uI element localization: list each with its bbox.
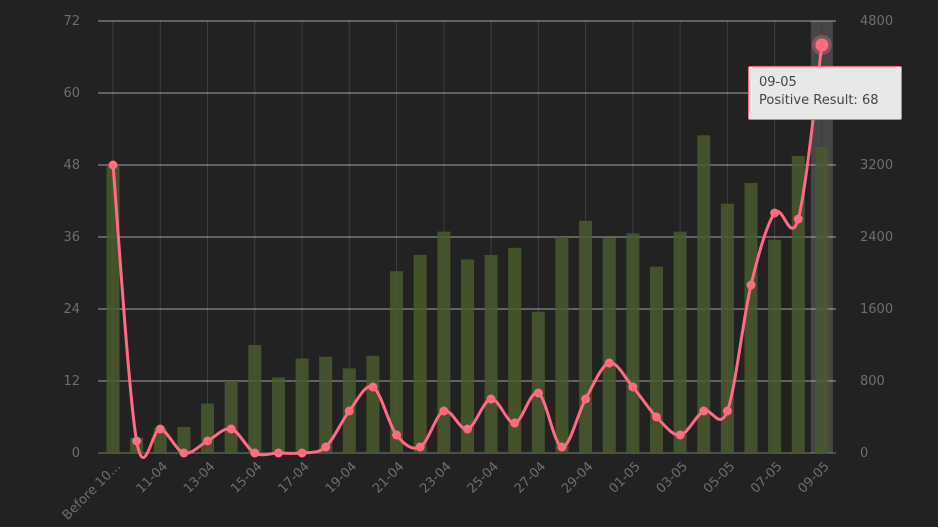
- x-tick-label: 23-04: [417, 459, 454, 496]
- bar: [531, 311, 545, 453]
- y-left-tick-label: 72: [63, 14, 80, 29]
- data-point: [557, 442, 567, 452]
- data-point: [462, 424, 472, 434]
- data-point: [108, 160, 118, 170]
- bar: [720, 203, 734, 453]
- data-point: [155, 424, 165, 434]
- y-left-tick-label: 36: [63, 230, 80, 245]
- data-point: [533, 388, 543, 398]
- bar: [626, 233, 640, 453]
- x-tick-label: 13-04: [181, 459, 218, 496]
- data-point: [510, 418, 520, 428]
- data-point: [628, 382, 638, 392]
- bar: [508, 247, 522, 453]
- bar: [815, 147, 829, 453]
- data-point: [651, 412, 661, 422]
- y-right-tick-label: 3200: [860, 158, 893, 173]
- data-point: [250, 448, 260, 458]
- data-point: [486, 394, 496, 404]
- data-point: [132, 436, 142, 446]
- data-point: [203, 436, 213, 446]
- tooltip-title: 09-05: [759, 75, 797, 90]
- bar: [768, 239, 782, 453]
- bar: [319, 356, 333, 453]
- bar: [437, 231, 451, 453]
- bar: [791, 156, 805, 453]
- bar: [295, 358, 309, 453]
- bar: [366, 355, 380, 453]
- y-right-tick-label: 4800: [860, 14, 893, 29]
- y-left-tick-label: 48: [63, 158, 80, 173]
- x-tick-label: 05-05: [701, 459, 738, 496]
- data-point: [273, 448, 283, 458]
- bar: [106, 165, 120, 453]
- data-point: [581, 394, 591, 404]
- data-point: [770, 208, 780, 218]
- data-point-highlighted: [815, 38, 829, 52]
- bar: [177, 426, 191, 453]
- data-point: [368, 382, 378, 392]
- data-point: [604, 358, 614, 368]
- bar: [579, 220, 593, 453]
- x-tick-label: 27-04: [512, 459, 549, 496]
- data-point: [344, 406, 354, 416]
- x-tick-label: 11-04: [134, 459, 171, 496]
- chart-tooltip: 09-05 Positive Result: 68: [748, 66, 902, 120]
- y-left-tick-label: 24: [63, 302, 80, 317]
- x-tick-label: 07-05: [748, 459, 785, 496]
- x-tick-label: 03-05: [654, 459, 691, 496]
- bar: [271, 377, 285, 453]
- bar: [649, 266, 663, 453]
- x-tick-label: 01-05: [606, 459, 643, 496]
- data-point: [675, 430, 685, 440]
- tooltip-value: 68: [861, 93, 879, 108]
- bar: [555, 237, 569, 453]
- data-point: [179, 448, 189, 458]
- data-point: [439, 406, 449, 416]
- bar: [460, 259, 474, 453]
- y-right-tick-label: 2400: [860, 230, 893, 245]
- x-tick-label: 25-04: [465, 459, 502, 496]
- data-point: [722, 406, 732, 416]
- data-point: [392, 430, 402, 440]
- data-point: [321, 442, 331, 452]
- y-left-tick-label: 0: [72, 446, 80, 461]
- y-right-tick-label: 0: [860, 446, 868, 461]
- data-point: [746, 280, 756, 290]
- bar: [673, 231, 687, 453]
- bar: [602, 237, 616, 453]
- bar: [413, 255, 427, 453]
- bar: [744, 183, 758, 453]
- bar: [484, 255, 498, 453]
- data-point: [699, 406, 709, 416]
- y-left-tick-label: 12: [63, 374, 80, 389]
- bar: [390, 271, 404, 453]
- bar: [224, 381, 238, 453]
- y-right-tick-label: 800: [860, 374, 885, 389]
- data-point: [793, 214, 803, 224]
- bar: [697, 135, 711, 454]
- x-tick-label: 19-04: [323, 459, 360, 496]
- x-tick-label: 15-04: [228, 459, 265, 496]
- data-point: [415, 442, 425, 452]
- x-tick-label: Before 10...: [60, 459, 124, 523]
- x-tick-label: 17-04: [276, 459, 313, 496]
- y-left-tick-label: 60: [63, 86, 80, 101]
- tooltip-body: Positive Result: 68: [759, 93, 879, 108]
- x-tick-label: 29-04: [559, 459, 596, 496]
- y-right-tick-label: 1600: [860, 302, 893, 317]
- x-tick-label: 21-04: [370, 459, 407, 496]
- bar: [248, 345, 262, 453]
- x-tick-label: 09-05: [795, 459, 832, 496]
- data-point: [297, 448, 307, 458]
- tooltip-series-label: Positive Result: [759, 93, 854, 108]
- data-point: [226, 424, 236, 434]
